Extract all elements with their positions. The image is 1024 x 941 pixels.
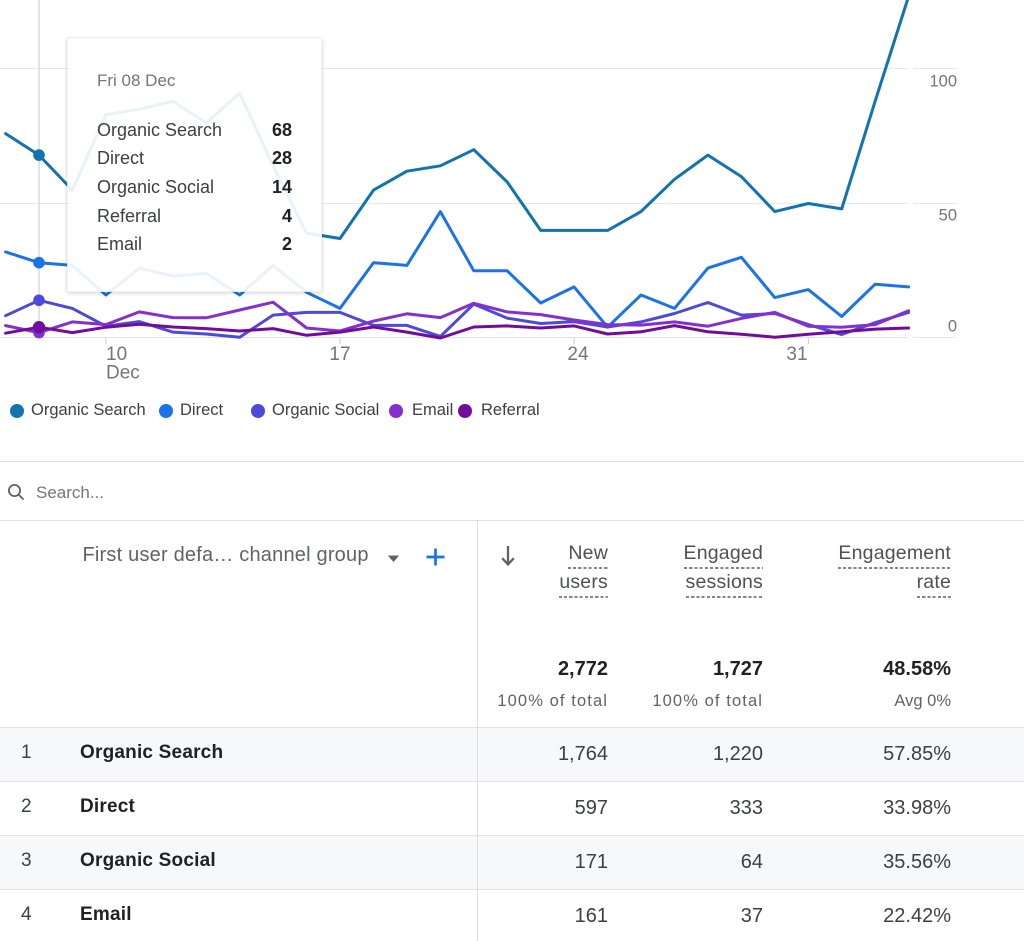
svg-text:24: 24 — [567, 344, 589, 365]
svg-text:17: 17 — [329, 344, 350, 365]
svg-text:100: 100 — [929, 73, 957, 91]
svg-text:Dec: Dec — [106, 363, 140, 384]
svg-text:31: 31 — [786, 344, 807, 365]
svg-text:50: 50 — [939, 207, 957, 225]
svg-text:10: 10 — [106, 344, 127, 365]
svg-text:0: 0 — [948, 318, 957, 336]
